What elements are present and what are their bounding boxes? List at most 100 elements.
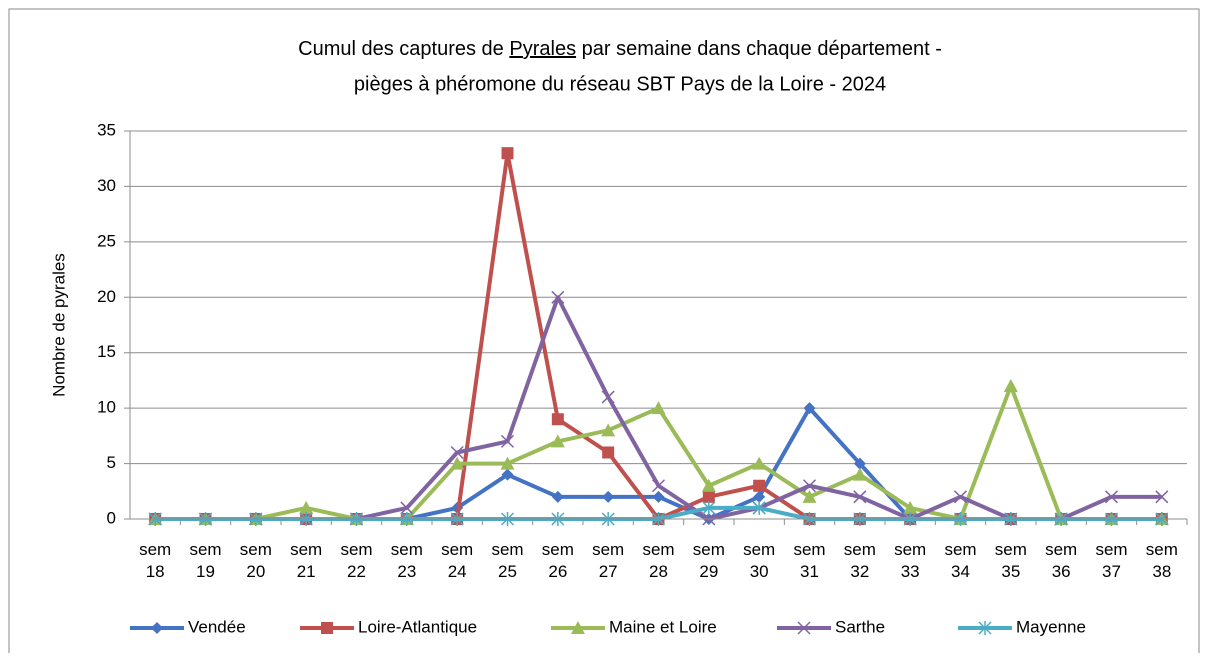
x-tick-label-line: sem <box>189 540 221 559</box>
marker <box>601 423 616 437</box>
y-tick-label: 15 <box>97 342 116 361</box>
y-tick-label: 35 <box>97 120 116 139</box>
x-tick-label-line: 37 <box>1102 562 1121 581</box>
y-tick-label: 0 <box>107 508 116 527</box>
x-tick-label: sem 24 <box>441 540 473 581</box>
y-tick-label: 20 <box>97 287 116 306</box>
marker <box>551 290 565 304</box>
marker <box>400 501 414 515</box>
x-tick-label-line: sem <box>1045 540 1077 559</box>
marker <box>853 457 866 470</box>
x-tick-label-line: 21 <box>297 562 316 581</box>
marker <box>299 500 314 514</box>
x-tick-label: sem 37 <box>1095 540 1127 581</box>
marker <box>803 402 816 415</box>
x-tick-label-line: sem <box>894 540 926 559</box>
legend-marker <box>978 621 992 635</box>
marker <box>1003 378 1018 392</box>
title-part: Cumul des captures de <box>298 38 509 60</box>
legend-marker <box>797 621 811 635</box>
x-tick-label-line: sem <box>240 540 272 559</box>
x-tick-label-line: sem <box>995 540 1027 559</box>
x-tick-label-line: 29 <box>699 562 718 581</box>
y-axis-label: Nombre de pyrales <box>49 253 68 397</box>
legend-marker <box>321 622 333 634</box>
marker <box>602 446 615 459</box>
x-tick-label-line: sem <box>491 540 523 559</box>
marker <box>450 456 465 470</box>
title-part: Pyrales <box>509 38 576 60</box>
x-tick-label-line: sem <box>592 540 624 559</box>
marker <box>753 490 766 503</box>
y-tick-label: 10 <box>97 398 116 417</box>
x-tick-label-line: 18 <box>146 562 165 581</box>
x-tick-label-line: sem <box>290 540 322 559</box>
x-tick-label-line: sem <box>1146 540 1178 559</box>
x-tick-label-line: 32 <box>850 562 869 581</box>
marker <box>551 490 564 503</box>
x-tick-label-line: 22 <box>347 562 366 581</box>
marker <box>753 479 766 492</box>
x-tick-label: sem 36 <box>1045 540 1077 581</box>
marker <box>802 479 817 493</box>
x-tick-label: sem 22 <box>340 540 372 581</box>
marker <box>651 479 666 493</box>
x-tick-label-line: sem <box>642 540 674 559</box>
marker <box>602 490 615 503</box>
x-tick-label-line: 24 <box>448 562 467 581</box>
marker <box>953 490 968 504</box>
x-tick-label: sem 23 <box>391 540 423 581</box>
marker <box>500 456 515 470</box>
marker <box>601 390 615 404</box>
legend-label: Maine et Loire <box>609 617 717 636</box>
x-tick-label: sem 18 <box>139 540 171 581</box>
x-tick-label-line: 34 <box>951 562 970 581</box>
x-tick-label-line: 31 <box>800 562 819 581</box>
marker <box>752 500 766 515</box>
x-tick-label-line: sem <box>1095 540 1127 559</box>
x-tick-label-line: 36 <box>1052 562 1071 581</box>
x-tick-label-line: sem <box>693 540 725 559</box>
marker <box>652 490 665 503</box>
legend-label: Loire-Atlantique <box>358 617 477 636</box>
x-tick-label: sem 26 <box>542 540 574 581</box>
chart-title: Cumul des captures de Pyrales par semain… <box>298 38 942 60</box>
x-tick-label-line: sem <box>441 540 473 559</box>
x-tick-label-line: 20 <box>246 562 265 581</box>
legend-label: Vendée <box>188 617 246 636</box>
marker <box>702 490 715 503</box>
marker <box>651 401 666 415</box>
x-tick-label: sem 35 <box>995 540 1027 581</box>
marker <box>1155 490 1169 504</box>
x-tick-label: sem 28 <box>642 540 674 581</box>
marker <box>501 147 514 160</box>
x-tick-label-line: 27 <box>599 562 618 581</box>
marker <box>702 500 716 515</box>
x-tick-label-line: 23 <box>397 562 416 581</box>
title-part: par semaine dans chaque département - <box>576 38 942 60</box>
x-tick-label-line: sem <box>139 540 171 559</box>
x-tick-label-line: 30 <box>750 562 769 581</box>
marker <box>450 445 464 460</box>
marker <box>852 467 867 481</box>
legend-marker <box>571 621 585 634</box>
x-tick-label: sem 32 <box>844 540 876 581</box>
x-tick-label-line: sem <box>844 540 876 559</box>
x-tick-label: sem 34 <box>944 540 976 581</box>
x-tick-label-line: 35 <box>1001 562 1020 581</box>
x-tick-label-line: sem <box>944 540 976 559</box>
x-tick-label-line: 26 <box>548 562 567 581</box>
x-tick-label-line: sem <box>542 540 574 559</box>
x-tick-label-line: sem <box>391 540 423 559</box>
marker <box>551 413 564 426</box>
x-tick-label-line: sem <box>743 540 775 559</box>
legend-label: Mayenne <box>1016 617 1086 636</box>
x-tick-label-line: 19 <box>196 562 215 581</box>
x-tick-label-line: sem <box>793 540 825 559</box>
x-tick-label-line: 28 <box>649 562 668 581</box>
x-tick-label: sem 31 <box>793 540 825 581</box>
marker <box>501 468 514 481</box>
x-tick-label: sem 27 <box>592 540 624 581</box>
marker <box>701 478 716 492</box>
